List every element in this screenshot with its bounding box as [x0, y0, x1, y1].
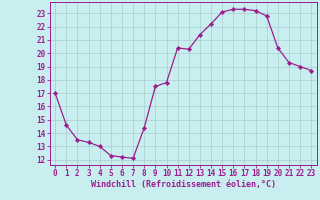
X-axis label: Windchill (Refroidissement éolien,°C): Windchill (Refroidissement éolien,°C)	[91, 180, 276, 189]
